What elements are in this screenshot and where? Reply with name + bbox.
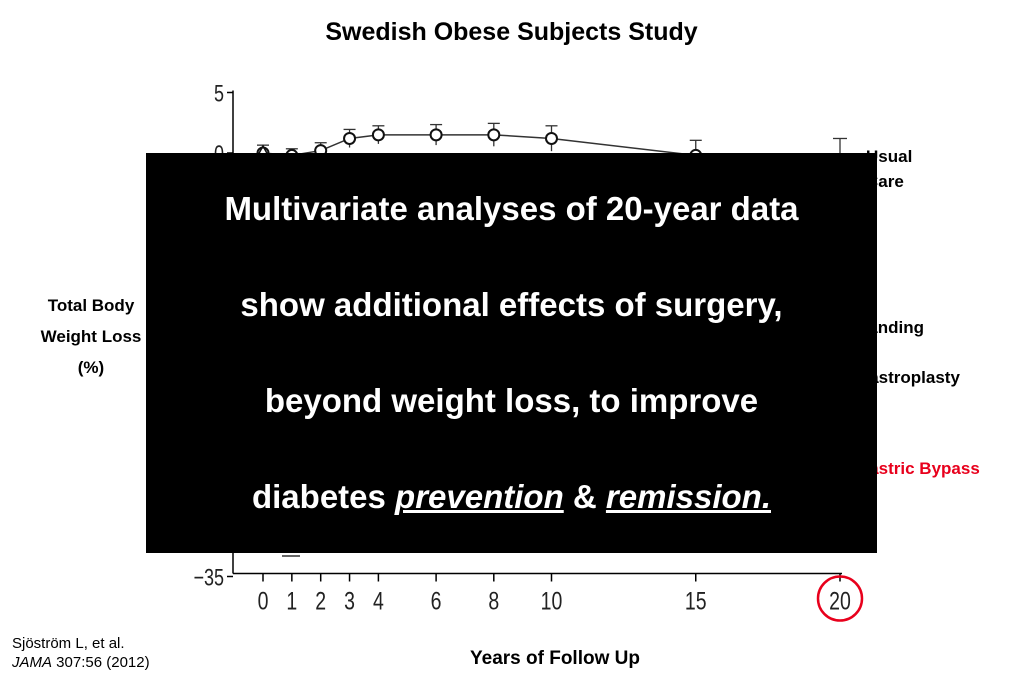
x-tick-label: 10 [541,587,563,615]
x-tick-label: 15 [685,587,707,615]
overlay-emphasis-prevention: prevention [395,478,564,515]
overlay-line-2: show additional effects of surgery, [240,286,783,323]
overlay-line-4: diabetes prevention & remission. [146,478,877,516]
data-point [429,128,443,142]
citation-source: JAMA 307:56 (2012) [12,653,150,672]
x-tick-label: 3 [344,587,355,615]
overlay-message-box: Multivariate analyses of 20-year data sh… [146,153,877,553]
y-axis-label-line2: Weight Loss [40,327,142,346]
x-tick-label: 8 [488,587,499,615]
y-tick-label: −35 [193,565,224,591]
series-label-gastric-bypass: Gastric Bypass [866,459,980,478]
series-label-gastroplasty: Gastroplasty [866,368,960,387]
overlay-line-1: Multivariate analyses of 20-year data [224,190,799,227]
data-point [343,131,357,145]
y-tick-label: 5 [214,81,224,107]
x-axis-label: Years of Follow Up [470,648,640,669]
y-axis-label-line1: Total Body [47,296,135,315]
citation-authors: Sjöström L, et al. [12,635,125,652]
series-label-banding: Banding [866,318,924,337]
y-axis-label: Total Body Weight Loss (%) [16,290,166,383]
citation-journal: JAMA [12,654,53,671]
x-tick-label: 1 [286,587,297,615]
x-tick-label: 0 [258,587,269,615]
x-tick-label: 4 [373,587,384,615]
overlay-line-4-mid: & [563,478,606,515]
data-point [371,128,385,142]
data-point [487,128,501,142]
citation: Sjöström L, et al. JAMA 307:56 (2012) [12,634,150,672]
highlight-circle [816,575,864,622]
overlay-emphasis-remission: remission. [605,478,771,515]
overlay-line-3: beyond weight loss, to improve [264,382,759,419]
chart-title: Swedish Obese Subjects Study [325,18,698,46]
data-point [545,131,558,145]
x-tick-label: 6 [431,587,442,615]
series-label-usual-care-1: Usual [866,147,913,166]
citation-volume: 307:56 (2012) [52,654,150,671]
x-tick-label: 2 [315,587,326,615]
x-tick-label: 20 [829,587,851,615]
y-axis-label-line3: (%) [77,358,105,377]
overlay-line-4-prefix: diabetes [251,478,396,515]
